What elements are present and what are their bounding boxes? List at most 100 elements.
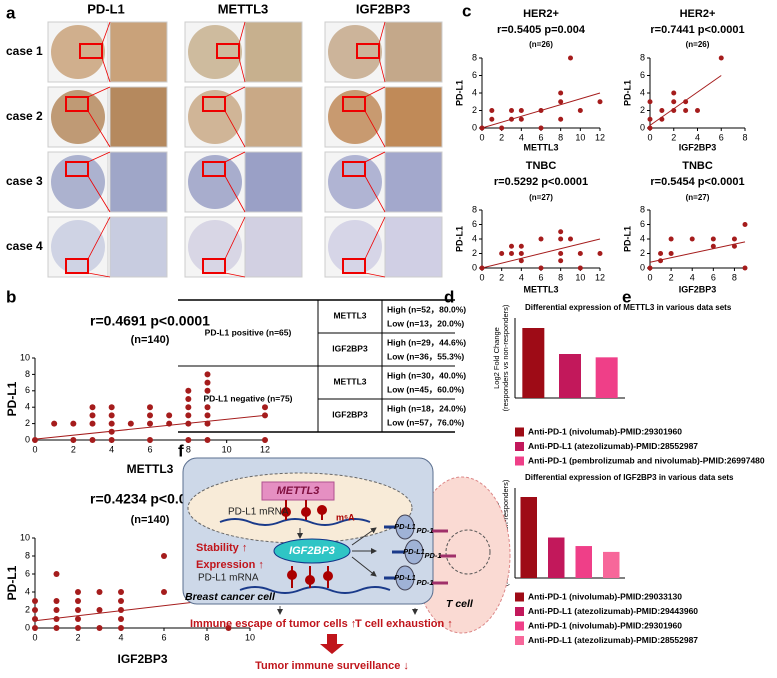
zoom-image [384,21,443,83]
y-tick-label: 4 [472,233,477,243]
y-tick-label: 6 [472,219,477,229]
tissue-core [188,220,242,274]
chart-subtitle: (n=140) [131,334,170,346]
x-tick-label: 0 [647,132,652,142]
point [558,99,564,105]
chart-subtitle: (n=26) [686,40,710,49]
zoom-box [65,161,89,177]
zoom-box [356,43,380,59]
tissue-core [328,90,382,144]
x-tick-label: 10 [575,132,585,142]
point [538,108,544,113]
point [671,90,677,96]
x-tick-label: 2 [499,272,504,282]
point [204,412,211,419]
zoom-image [244,86,303,148]
y-tick-label: 6 [472,70,477,80]
point [577,251,583,256]
x-tick-label: 6 [538,272,543,282]
point [742,222,748,227]
point [659,108,665,113]
point [499,125,505,131]
zoom-box [65,258,89,274]
diagram-label: PD-L1 mRNA [198,573,259,584]
diagram-label: Expression ↑ [196,559,264,571]
point [518,116,524,122]
chart-subtitle: (n=140) [131,514,170,526]
chart-title: Differential expression of METTL3 in var… [525,303,732,312]
bar [603,551,620,578]
point [147,437,153,443]
bar [522,328,545,398]
point [185,404,192,411]
y-tick-label: 0 [25,434,30,444]
point [96,589,103,595]
y-tick-label: 8 [25,369,30,379]
bar [548,537,565,578]
receptor-label: PD-1 [416,578,433,587]
point [204,404,211,411]
chart-group: HER2+ [523,8,559,20]
point [710,236,716,242]
tissue-core [51,220,105,274]
column-header: PD-L1 [87,1,125,16]
legend-swatch [515,456,524,466]
point [568,55,573,61]
point [96,625,103,631]
point [538,125,544,131]
point [51,420,58,427]
point [479,125,485,131]
point [568,236,573,242]
point [658,251,664,256]
panel-label: a [6,3,16,22]
point [118,598,124,604]
row-label: case 2 [6,109,43,123]
point [32,625,38,631]
diagram-label: IGF2BP3 [289,545,335,557]
point [689,236,695,242]
y-tick-label: 6 [640,70,645,80]
y-tick-label: 8 [640,204,645,214]
x-tick-label: 8 [558,132,563,142]
y-tick-label: 0 [25,622,30,632]
legend-label: Anti-PD-L1 (atezolizumab)-PMID:28552987 [528,635,698,645]
point [671,108,677,113]
tissue-core [328,155,382,209]
chart-title: r=0.5454 p<0.0001 [650,176,744,188]
fit-line [649,241,746,263]
y-tick-label: 0 [640,262,645,272]
tissue-core [328,25,382,79]
point [118,589,124,595]
x-tick-label: 6 [538,132,543,142]
point [577,265,583,271]
mechanism-diagram: METTL3 m⁶A PD-L1 mRNA Stability ↑ Expres… [182,457,511,672]
point [118,616,124,622]
x-axis-label: METTL3 [524,284,559,294]
diagram-label: Stability ↑ [196,542,247,554]
tissue-core [188,25,242,79]
point [32,607,38,613]
legend-swatch [515,427,524,437]
point [147,420,153,427]
x-tick-label: 2 [671,132,676,142]
legend-swatch [515,607,524,616]
table-gene: METTL3 [333,376,366,386]
point [53,571,60,577]
table-cell: Low (n=57，76.0%) [387,417,464,427]
zoom-image [384,151,443,213]
bar [520,497,537,578]
point [32,598,38,604]
y-tick-label: 0 [472,262,477,272]
point [558,258,564,264]
panel-label: b [6,287,16,306]
point [509,116,514,122]
y-tick-label: 0 [640,122,645,132]
fit-line [34,414,266,440]
y-axis-label: PD-L1 [5,381,19,416]
x-tick-label: 8 [558,272,563,282]
point [204,379,211,386]
point [262,404,268,411]
chart-title: r=0.4234 p<0.0001 [90,491,210,507]
chart-subtitle: (n=27) [686,193,710,202]
